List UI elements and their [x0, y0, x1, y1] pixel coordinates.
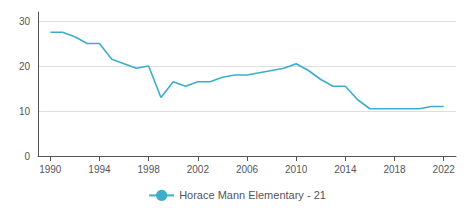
svg-text:2014: 2014: [334, 164, 357, 175]
svg-text:2002: 2002: [187, 164, 210, 175]
svg-text:30: 30: [19, 16, 31, 27]
svg-text:1990: 1990: [39, 164, 62, 175]
svg-text:1998: 1998: [138, 164, 161, 175]
svg-text:1994: 1994: [88, 164, 111, 175]
svg-text:10: 10: [19, 106, 31, 117]
svg-text:2006: 2006: [236, 164, 259, 175]
svg-text:Horace Mann Elementary - 21: Horace Mann Elementary - 21: [179, 189, 326, 201]
svg-text:0: 0: [24, 151, 30, 162]
svg-text:2018: 2018: [383, 164, 406, 175]
svg-text:2010: 2010: [285, 164, 308, 175]
svg-text:20: 20: [19, 61, 31, 72]
svg-text:2022: 2022: [433, 164, 456, 175]
